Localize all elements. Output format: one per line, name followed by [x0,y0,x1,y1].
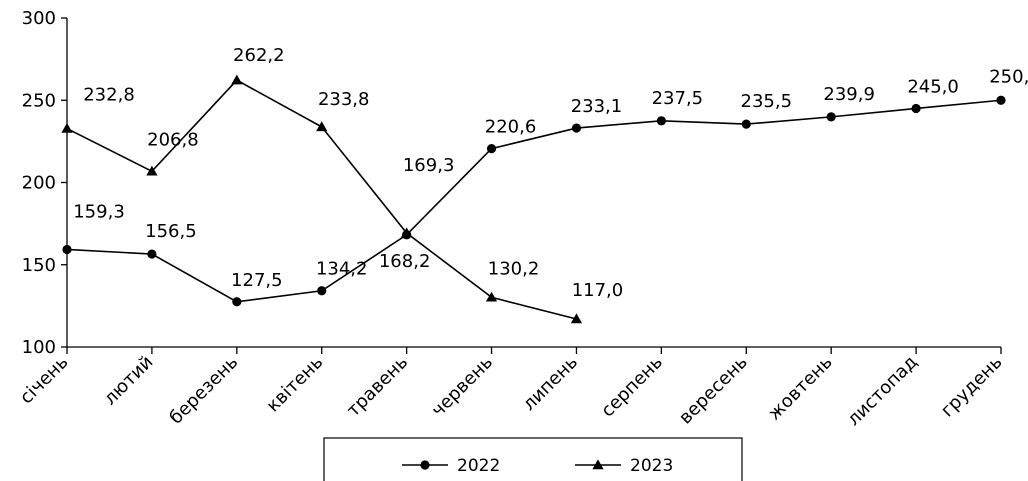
y-tick-label: 200 [22,173,56,194]
data-label-2023: 130,2 [488,258,540,279]
series-line-2022 [66,99,1002,303]
data-label-2022: 168,2 [379,251,431,272]
data-label-2023: 117,0 [572,280,624,301]
data-label-2023: 169,3 [403,155,455,176]
data-label-2022: 134,2 [316,259,368,280]
legend-box [323,437,743,481]
data-label-2022: 156,5 [145,221,197,242]
legend-marker-2022 [420,460,430,470]
legend-label-2022: 2022 [457,456,500,476]
data-point-2023 [316,121,328,132]
x-tick-label: серпень [597,352,667,422]
data-label-2022: 220,6 [485,117,537,138]
data-label-2022: 235,5 [741,91,793,112]
data-point-2022 [996,95,1006,105]
data-point-2023 [401,227,413,238]
x-tick-label: липень [519,352,582,415]
data-point-2022 [317,286,327,296]
data-label-2023: 206,8 [147,129,199,150]
data-point-2023 [146,165,158,176]
data-point-2022 [571,123,582,133]
x-tick-label: червень [428,352,497,421]
x-tick-label: вересень [675,352,752,429]
data-label-2022: 127,5 [231,270,283,291]
x-tick-label: травень [343,352,412,421]
x-tick-label: грудень [937,352,1007,422]
data-label-2022: 237,5 [652,88,704,109]
legend-label-2023: 2023 [630,456,673,476]
data-point-2022 [656,116,666,126]
x-tick-label: квітень [263,352,328,417]
legend: 2022 2023 [323,437,743,481]
data-label-2022: 233,1 [571,96,623,117]
x-tick-label: лютий [100,352,158,410]
y-tick-label: 250 [22,90,56,111]
x-tick-label: березень [165,352,242,429]
data-point-2023 [570,313,583,324]
data-label-2022: 159,3 [73,201,125,222]
data-label-2023: 233,8 [318,89,370,110]
data-point-2022 [826,112,836,122]
data-point-2022 [62,244,72,255]
y-tick-label: 150 [22,255,56,276]
data-label-2022: 239,9 [823,84,875,105]
data-label-2022: 245,0 [907,76,959,97]
data-label-2023: 262,2 [233,45,285,66]
data-label-2023: 232,8 [83,85,135,106]
data-point-2022 [232,297,242,307]
x-tick-label: листопад [843,352,921,430]
data-point-2022 [486,144,497,154]
data-point-2023 [231,74,243,85]
data-point-2023 [485,291,498,302]
y-tick-label: 100 [22,337,56,358]
data-point-2023 [61,122,73,133]
data-point-2022 [911,103,921,114]
data-point-2022 [147,249,157,259]
legend-marker-2023 [592,459,604,470]
data-label-2022: 250,0 [989,66,1028,87]
y-tick-label: 300 [22,8,56,29]
data-point-2022 [741,119,751,129]
x-tick-label: січень [16,352,73,409]
x-tick-label: жовтень [764,352,837,425]
